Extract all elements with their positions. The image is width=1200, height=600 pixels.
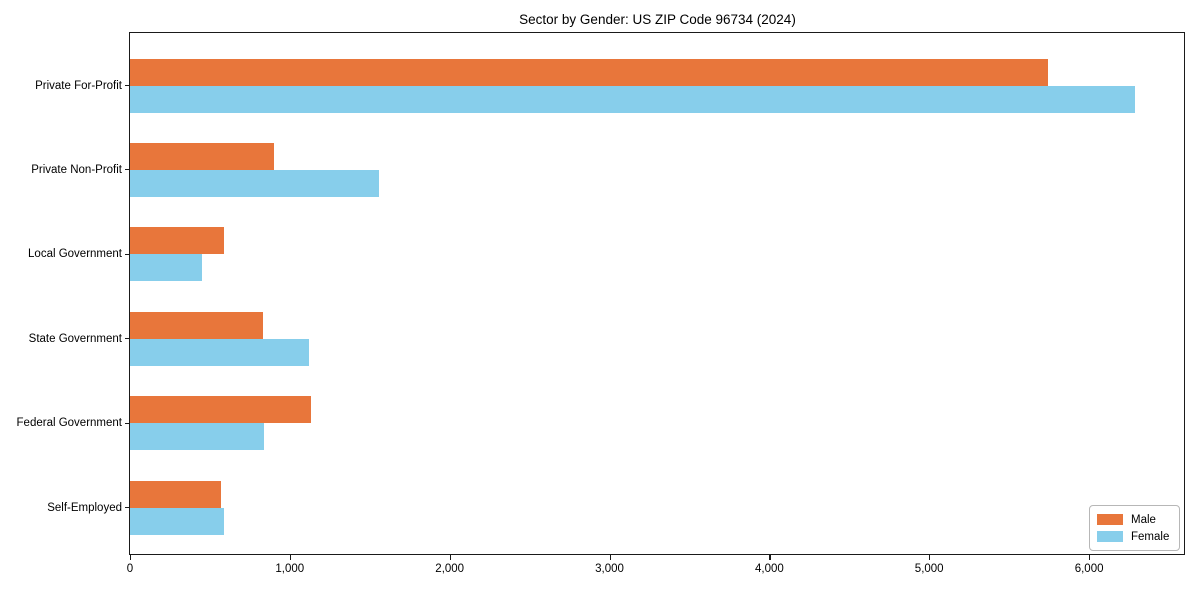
bar-female-state-government <box>130 338 309 366</box>
legend-item-male: Male <box>1097 511 1171 528</box>
category-label-local-government: Local Government <box>28 248 122 261</box>
legend-label-male: Male <box>1131 513 1156 526</box>
bar-female-private-non-profit <box>130 169 380 197</box>
category-label-state-government: State Government <box>28 332 122 345</box>
x-tick-mark <box>1089 555 1091 560</box>
x-tick-mark <box>769 555 771 560</box>
bar-male-local-government <box>130 227 225 255</box>
category-label-self-employed: Self-Employed <box>47 501 122 514</box>
legend-label-female: Female <box>1131 530 1170 543</box>
legend-swatch-male <box>1097 514 1123 525</box>
y-tick-mark <box>125 253 129 255</box>
y-tick-mark <box>125 169 129 171</box>
x-tick-label: 1,000 <box>275 563 305 575</box>
x-tick-label: 3,000 <box>595 563 624 575</box>
x-tick-label: 4,000 <box>755 563 784 575</box>
bar-male-private-non-profit <box>130 142 274 170</box>
y-tick-mark <box>125 506 129 509</box>
x-tick-label: 0 <box>126 563 134 575</box>
x-tick-mark <box>929 555 931 560</box>
x-tick-mark <box>449 555 451 560</box>
y-tick-mark <box>125 338 129 340</box>
x-tick-label: 5,000 <box>914 563 944 575</box>
x-tick-label: 6,000 <box>1074 563 1104 575</box>
bar-male-federal-government <box>130 396 311 424</box>
bar-female-federal-government <box>130 423 265 451</box>
legend-swatch-female <box>1097 531 1123 542</box>
legend: Male Female <box>1089 505 1180 551</box>
chart-title: Sector by Gender: US ZIP Code 96734 (202… <box>519 12 796 27</box>
category-label-private-non-profit: Private Non-Profit <box>31 163 122 176</box>
y-tick-mark <box>125 84 129 87</box>
legend-item-female: Female <box>1097 528 1171 545</box>
y-tick-mark <box>125 422 129 424</box>
category-label-federal-government: Federal Government <box>16 417 122 430</box>
bar-male-private-for-profit <box>130 58 1048 86</box>
bar-male-self-employed <box>130 480 222 508</box>
x-tick-label: 2,000 <box>435 563 465 575</box>
bar-male-state-government <box>130 311 263 339</box>
x-tick-mark <box>289 555 291 560</box>
bar-female-self-employed <box>130 507 225 535</box>
x-tick-mark <box>130 555 132 560</box>
x-tick-mark <box>609 555 611 560</box>
bar-female-local-government <box>130 254 202 282</box>
bar-female-private-for-profit <box>130 85 1136 113</box>
category-label-private-for-profit: Private For-Profit <box>35 79 122 92</box>
